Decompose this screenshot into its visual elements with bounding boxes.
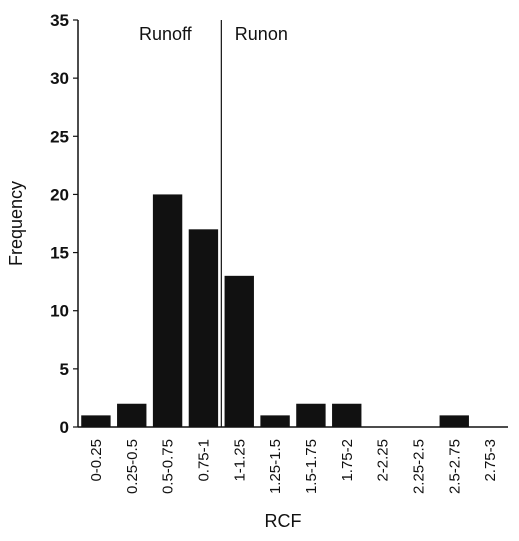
bar-0.25-0.5 [117, 403, 147, 427]
x-tick-label: 1.75-2 [339, 439, 356, 482]
bar-0.75-1 [188, 229, 219, 427]
y-axis-ticks: 0 5 10 15 20 25 30 35 [50, 11, 78, 437]
x-tick-label: 0.25-0.5 [124, 439, 141, 494]
x-tick-label: 2.25-2.5 [410, 439, 427, 494]
bar-2.5-2.75 [439, 415, 469, 427]
y-tick-label: 35 [50, 11, 69, 30]
x-tick-label: 2.75-3 [482, 439, 499, 482]
y-axis-label: Frequency [6, 181, 26, 266]
bar-1.75-2 [332, 403, 362, 427]
runoff-label: Runoff [139, 24, 193, 44]
x-tick-label: 1.25-1.5 [267, 439, 284, 494]
x-tick-label: 0-0.25 [88, 439, 105, 482]
runon-label: Runon [235, 24, 288, 44]
y-tick-label: 5 [60, 360, 69, 379]
y-tick-label: 20 [50, 185, 69, 204]
bar-1-1.25 [224, 275, 254, 427]
bar-0.5-0.75 [152, 194, 183, 427]
y-tick-label: 30 [50, 69, 69, 88]
x-tick-label: 2-2.25 [375, 439, 392, 482]
x-tick-label: 0.5-0.75 [160, 439, 177, 494]
y-tick-label: 10 [50, 302, 69, 321]
x-tick-label: 0.75-1 [195, 439, 212, 482]
bar-1.5-1.75 [296, 403, 326, 427]
y-tick-label: 15 [50, 244, 69, 263]
x-axis-label: RCF [265, 511, 302, 531]
bar-1.25-1.5 [260, 415, 290, 427]
bar-0-0.25 [81, 415, 111, 427]
y-tick-label: 25 [50, 127, 69, 146]
x-axis-ticks: 0-0.25 0.25-0.5 0.5-0.75 0.75-1 1-1.25 1.25-1… [88, 439, 499, 494]
bars [81, 194, 469, 427]
x-tick-label: 1-1.25 [231, 439, 248, 482]
y-tick-label: 0 [60, 418, 69, 437]
x-tick-label: 1.5-1.75 [303, 439, 320, 494]
x-tick-label: 2.5-2.75 [446, 439, 463, 494]
